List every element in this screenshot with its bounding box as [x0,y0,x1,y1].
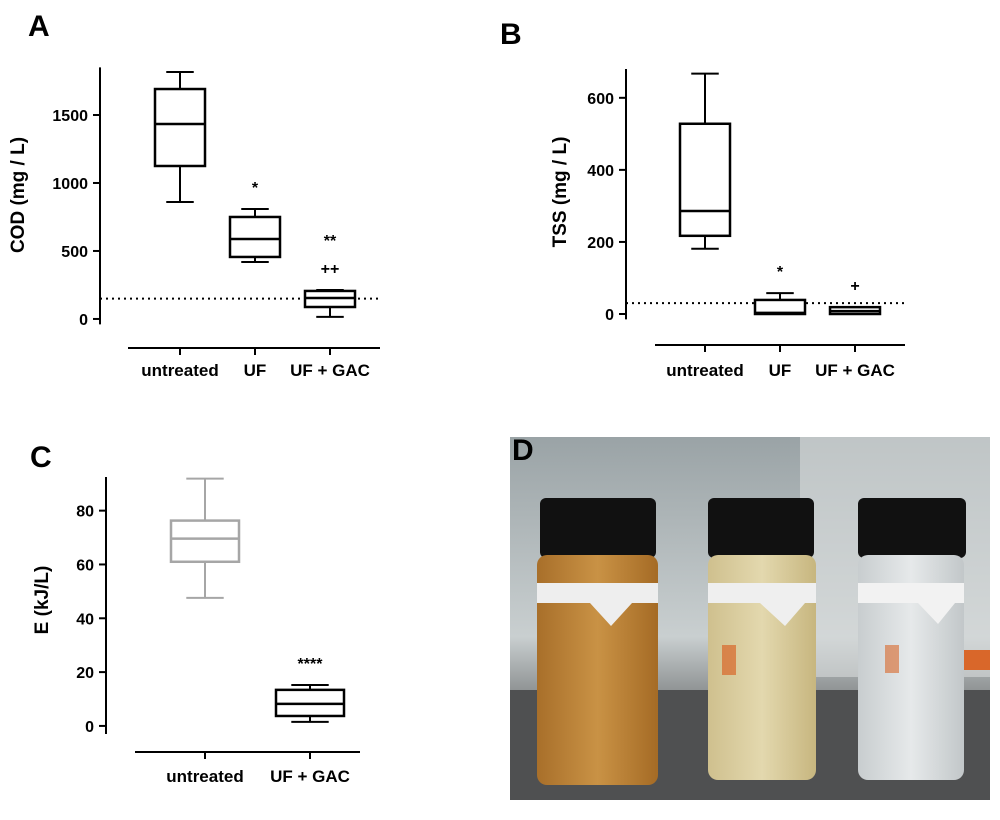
annotation: ++ [321,261,340,278]
y-axis-label: E (kJ/L) [32,566,53,635]
x-tick-label: untreated [141,361,218,380]
panel-label: D [512,434,534,467]
annotation: * [252,180,259,197]
x-tick-label: UF + GAC [815,361,895,380]
photo: D [510,434,990,800]
box [153,87,207,168]
panel-label: C [30,441,52,474]
y-axis-label: COD (mg / L) [8,137,29,253]
annotation: ** [324,233,337,250]
panel-label: A [28,10,50,43]
box [169,519,241,564]
y-tick-label: 600 [587,91,614,108]
box [678,122,732,238]
y-tick-label: 1000 [52,176,88,193]
y-tick-label: 400 [587,163,614,180]
y-tick-label: 60 [76,557,94,574]
x-tick-label: UF + GAC [270,767,350,786]
y-axis-label: TSS (mg / L) [550,137,571,248]
y-tick-label: 500 [61,244,88,261]
x-tick-label: UF [769,361,792,380]
y-tick-label: 20 [76,665,94,682]
x-tick-label: UF + GAC [290,361,370,380]
x-tick-label: UF [244,361,267,380]
y-tick-label: 200 [587,235,614,252]
y-tick-label: 1500 [52,108,88,125]
annotation: + [850,278,859,295]
y-tick-label: 40 [76,611,94,628]
annotation: * [777,264,784,281]
box [228,215,282,259]
y-tick-label: 0 [605,307,614,324]
panel-label: B [500,18,522,51]
x-tick-label: untreated [166,767,243,786]
x-tick-label: untreated [666,361,743,380]
annotation: **** [298,656,324,673]
y-tick-label: 0 [85,719,94,736]
y-tick-label: 0 [79,312,88,329]
y-tick-label: 80 [76,504,94,521]
